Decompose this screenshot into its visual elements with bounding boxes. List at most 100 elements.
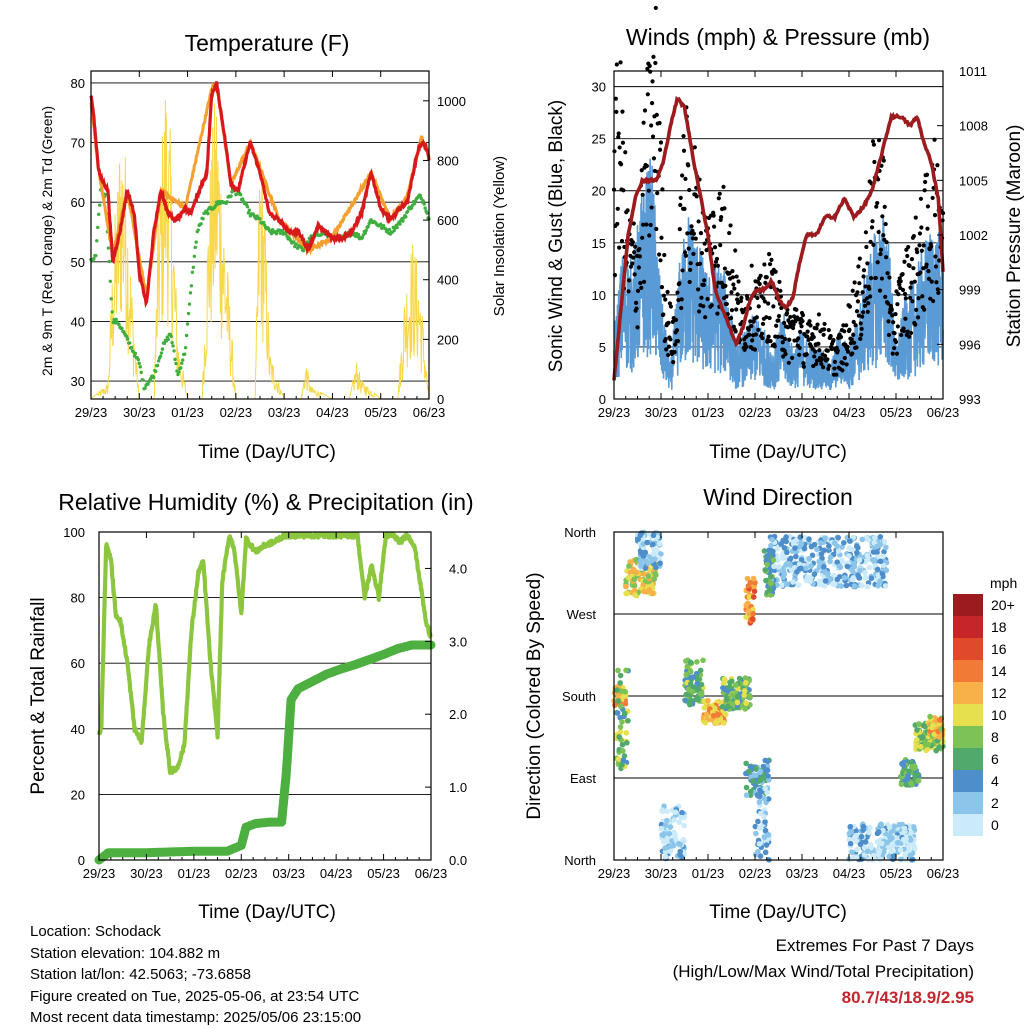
wind-direction-point: [624, 739, 630, 746]
gust-point: [919, 248, 924, 253]
wind-direction-point: [776, 563, 782, 570]
gust-point: [756, 304, 761, 309]
gust-point: [798, 329, 803, 334]
gust-point: [771, 304, 776, 309]
dewpoint-point: [181, 358, 185, 362]
wind-direction-point: [818, 540, 824, 546]
dewpoint-point: [395, 225, 399, 230]
wind-direction-point: [697, 690, 704, 697]
speed-colorbar-legend: mph 20+ 18 16 14 12 10 8 6 4 2 0: [953, 575, 1017, 836]
gust-point: [729, 308, 735, 313]
gust-point: [908, 295, 913, 301]
gust-point: [673, 317, 679, 323]
gust-point: [757, 281, 762, 287]
gust-point: [625, 208, 630, 213]
wind-direction-point: [617, 680, 623, 686]
gust-point: [762, 262, 767, 267]
gust-point: [876, 138, 882, 143]
wind-direction-point: [761, 834, 768, 841]
gust-point: [699, 295, 704, 300]
gust-point: [630, 261, 635, 266]
dewpoint-point: [196, 228, 200, 232]
dewpoint-point: [127, 341, 132, 345]
gust-point: [857, 256, 862, 261]
wind-direction-point: [755, 818, 761, 825]
gust-point: [894, 351, 900, 356]
winds-x-tick-label: 29/23: [598, 405, 631, 420]
dewpoint-point: [125, 334, 129, 339]
wind-direction-point: [906, 842, 913, 849]
legend-color-swatch: [953, 660, 983, 682]
legend-color-swatch: [953, 638, 983, 660]
gust-point: [773, 269, 778, 274]
temperature-plot-area: [89, 81, 431, 400]
temperature-right-tick-label: 600: [437, 213, 459, 228]
gust-point: [746, 327, 751, 332]
gust-point: [921, 243, 926, 248]
gust-point: [621, 188, 626, 193]
temperature-title: Temperature (F): [185, 30, 350, 56]
wind-direction-point: [835, 534, 841, 541]
gust-point: [822, 321, 827, 327]
dewpoint-point: [183, 345, 188, 350]
wind-direction-point: [821, 563, 827, 570]
wind-direction-point: [878, 840, 885, 847]
wind-direction-point: [827, 576, 833, 582]
humidity-x-tick-label: 01/23: [178, 866, 211, 881]
gust-point: [634, 306, 639, 311]
winds-right-tick-label: 1005: [959, 173, 988, 188]
humidity-x-tick-label: 05/23: [367, 866, 400, 881]
gust-point: [891, 320, 896, 325]
wind-direction-point: [781, 545, 788, 551]
dewpoint-point: [180, 361, 184, 365]
gust-point: [658, 258, 663, 263]
gust-point: [875, 200, 880, 206]
wind-direction-point: [641, 588, 647, 595]
gust-point: [922, 307, 927, 312]
legend-color-swatch: [953, 770, 983, 792]
dewpoint-point: [292, 240, 296, 244]
gust-point: [678, 202, 683, 208]
wind-direction-point: [875, 582, 881, 589]
dewpoint-point: [138, 365, 142, 369]
gust-point: [632, 250, 637, 255]
gust-point: [859, 332, 864, 337]
gust-point: [678, 195, 683, 200]
gust-point: [635, 325, 640, 330]
winds-right-tick-label: 993: [959, 392, 981, 407]
gust-point: [865, 309, 870, 314]
gust-point: [663, 336, 668, 342]
wind-direction-panel: Wind Direction Direction (Colored By Spe…: [524, 484, 1017, 923]
wind-direction-tick-label: East: [570, 771, 596, 786]
wind-direction-point: [689, 688, 696, 695]
gust-point: [744, 344, 749, 349]
wind-direction-point: [653, 564, 659, 571]
wind-direction-point: [687, 701, 693, 708]
wind-direction-point: [757, 787, 763, 793]
wind-direction-point: [615, 667, 621, 674]
winds-right-axis-label: Station Pressure (Maroon): [1004, 125, 1024, 348]
temperature-left-tick-label: 50: [71, 255, 85, 270]
gust-point: [716, 280, 721, 285]
wind-direction-point: [854, 543, 860, 550]
dewpoint-point: [169, 334, 173, 339]
humidity-left-tick-label: 100: [63, 525, 85, 540]
wind-direction-point: [908, 759, 914, 766]
gust-point: [851, 332, 856, 338]
gust-point: [884, 255, 889, 260]
wind-direction-point: [848, 828, 854, 835]
legend-color-swatch: [953, 748, 983, 770]
wind-direction-point: [905, 773, 911, 779]
gust-point: [929, 244, 934, 249]
wind-direction-point: [671, 817, 677, 823]
gust-point: [924, 262, 929, 267]
gust-point: [691, 251, 696, 256]
gust-point: [826, 327, 831, 333]
temperature-left-tick-label: 30: [71, 374, 85, 389]
gust-point: [923, 179, 928, 185]
wind-direction-point: [798, 557, 805, 563]
temperature-frame: [90, 70, 430, 400]
wind-direction-point: [851, 561, 857, 567]
dewpoint-point: [159, 351, 164, 355]
wind-direction-point: [621, 710, 628, 717]
